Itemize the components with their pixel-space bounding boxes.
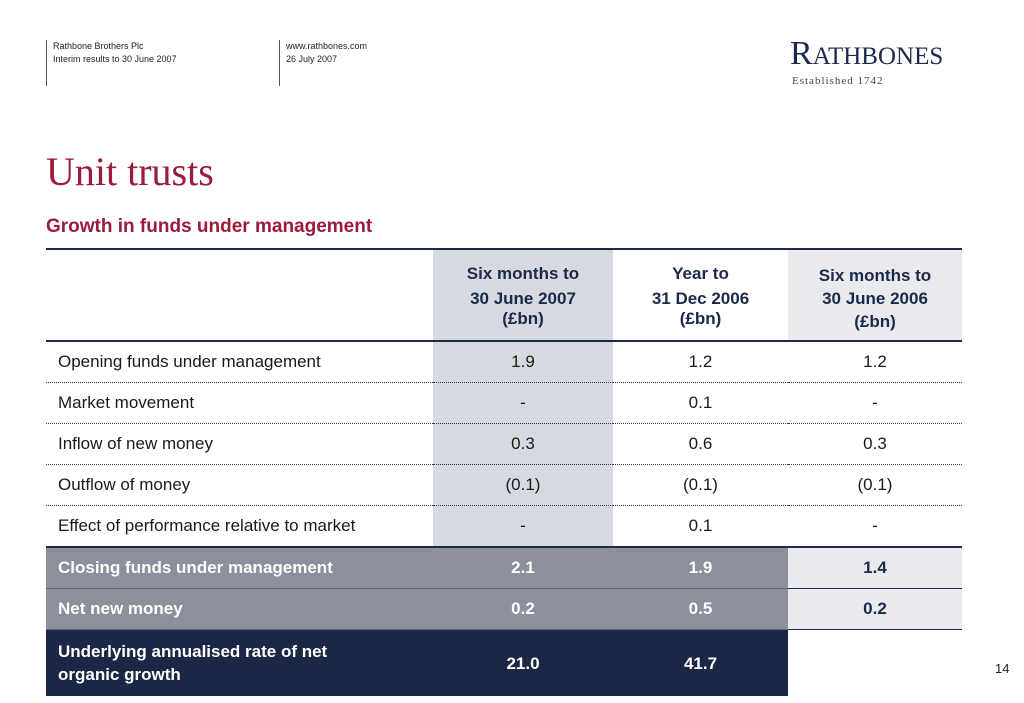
header-blank-cell	[46, 248, 433, 342]
header-divider-mid	[279, 40, 280, 86]
cell-value: (0.1)	[613, 464, 788, 506]
cell-value: 0.1	[613, 382, 788, 424]
header-company-block: Rathbone Brothers Plc Interim results to…	[53, 40, 177, 66]
cell-value: 1.9	[433, 341, 613, 383]
column-header-fy-2006: Year to 31 Dec 2006 (£bn)	[613, 248, 788, 342]
header-website: www.rathbones.com	[286, 41, 368, 51]
row-label: Underlying annualised rate of net organi…	[46, 629, 433, 696]
row-label: Outflow of money	[46, 464, 433, 506]
row-label: Market movement	[46, 382, 433, 424]
page-number: 14	[995, 661, 1010, 676]
growth-rate-row: Underlying annualised rate of net organi…	[46, 629, 962, 696]
table-row: Opening funds under management 1.9 1.2 1…	[46, 341, 962, 383]
row-label: Effect of performance relative to market	[46, 505, 433, 548]
summary-row-closing-funds: Closing funds under management 2.1 1.9 1…	[46, 547, 962, 589]
funds-table: Six months to 30 June 2007 (£bn) Year to 31…	[46, 248, 962, 696]
cell-value: 0.2	[433, 588, 613, 630]
cell-value	[788, 629, 962, 696]
cell-value: 2.1	[433, 547, 613, 589]
cell-value: (0.1)	[788, 464, 962, 506]
cell-value: 0.5	[613, 588, 788, 630]
cell-value: -	[788, 505, 962, 548]
table-row: Outflow of money (0.1) (0.1) (0.1)	[46, 464, 962, 506]
cell-value: 1.2	[788, 341, 962, 383]
cell-value: 41.7	[613, 629, 788, 696]
table-row: Effect of performance relative to market…	[46, 505, 962, 548]
table-header-row: Six months to 30 June 2007 (£bn) Year to 31…	[46, 248, 962, 342]
logo-wordmark: RATHBONES	[790, 35, 944, 72]
column-header-h1-2006: Six months to 30 June 2006 (£bn)	[788, 248, 962, 342]
header-divider-left	[46, 40, 47, 86]
logo-tagline: Established 1742	[792, 75, 884, 87]
table-row: Market movement - 0.1 -	[46, 382, 962, 424]
cell-value: -	[788, 382, 962, 424]
cell-value: 1.9	[613, 547, 788, 589]
row-label: Opening funds under management	[46, 341, 433, 383]
cell-value: 21.0	[433, 629, 613, 696]
cell-value: 1.4	[788, 547, 962, 589]
cell-value: (0.1)	[433, 464, 613, 506]
header-date: 26 July 2007	[286, 54, 338, 64]
row-label: Net new money	[46, 588, 433, 630]
cell-value: 0.6	[613, 423, 788, 465]
column-header-h1-2007: Six months to 30 June 2007 (£bn)	[433, 248, 613, 342]
cell-value: 0.1	[613, 505, 788, 548]
cell-value: 0.3	[433, 423, 613, 465]
rathbones-logo: RATHBONES Established 1742	[790, 35, 980, 88]
summary-row-net-new-money: Net new money 0.2 0.5 0.2	[46, 588, 962, 630]
page-title: Unit trusts	[46, 149, 214, 194]
cell-value: -	[433, 505, 613, 548]
row-label: Closing funds under management	[46, 547, 433, 589]
header-company-name: Rathbone Brothers Plc	[53, 41, 144, 51]
table-row: Inflow of new money 0.3 0.6 0.3	[46, 423, 962, 465]
header-web-block: www.rathbones.com 26 July 2007	[286, 40, 367, 66]
cell-value: 0.3	[788, 423, 962, 465]
cell-value: 0.2	[788, 588, 962, 630]
cell-value: -	[433, 382, 613, 424]
header-report-title: Interim results to 30 June 2007	[53, 54, 177, 64]
page-subtitle: Growth in funds under management	[46, 216, 373, 237]
cell-value: 1.2	[613, 341, 788, 383]
row-label: Inflow of new money	[46, 423, 433, 465]
